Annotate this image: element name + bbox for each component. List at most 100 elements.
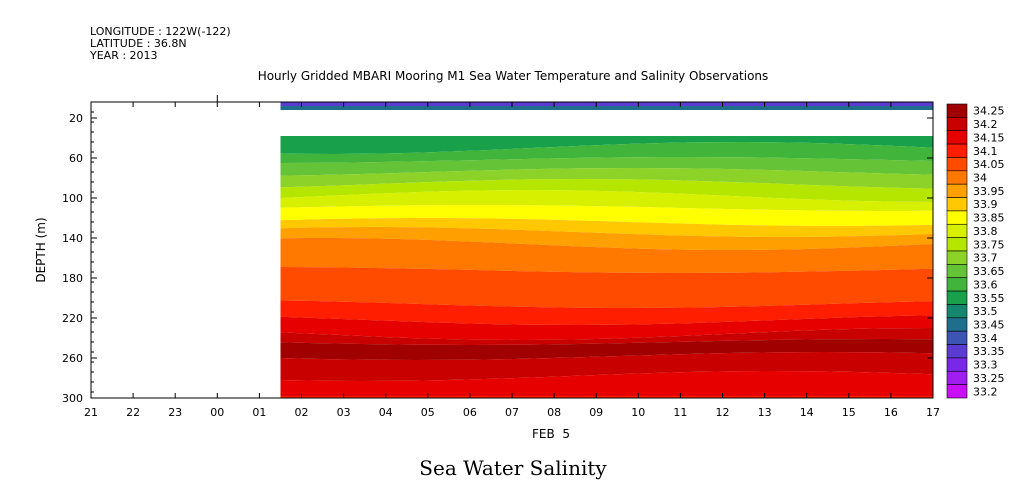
colorbar-label: 33.85: [973, 212, 1005, 225]
x-tick-label: 02: [295, 406, 309, 419]
colorbar-label: 33.65: [973, 265, 1005, 278]
y-tick-label: 60: [69, 152, 83, 165]
colorbar-label: 33.5: [973, 305, 998, 318]
salinity-band: [280, 179, 933, 202]
colorbar-swatch: [946, 237, 968, 252]
y-tick-label: 100: [62, 192, 83, 205]
y-tick-label: 300: [62, 392, 83, 405]
x-tick-label: 11: [673, 406, 687, 419]
salinity-band: [280, 136, 933, 154]
y-tick-label: 180: [62, 272, 83, 285]
colorbar-swatch: [946, 277, 968, 292]
colorbar-swatch: [946, 330, 968, 345]
x-axis-label: FEB 5: [532, 427, 570, 441]
colorbar-label: 34.1: [973, 145, 998, 158]
x-tick-label: 21: [84, 406, 98, 419]
salinity-band: [280, 300, 933, 325]
x-tick-label: 07: [505, 406, 519, 419]
colorbar-label: 34.2: [973, 118, 998, 131]
colorbar-swatch: [946, 264, 968, 279]
x-tick-label: 05: [421, 406, 435, 419]
colorbar-label: 33.9: [973, 198, 998, 211]
salinity-band: [280, 205, 933, 226]
colorbar-label: 33.8: [973, 225, 998, 238]
colorbar-label: 33.4: [973, 332, 998, 345]
x-tick-label: 14: [800, 406, 814, 419]
colorbar-label: 33.35: [973, 345, 1005, 358]
colorbar-swatch: [946, 210, 968, 225]
salinity-band: [280, 352, 933, 381]
colorbar-swatch: [946, 117, 968, 132]
salinity-band: [280, 102, 933, 106]
colorbar-label: 34.25: [973, 105, 1005, 118]
colorbar-swatch: [946, 317, 968, 332]
salinity-band: [280, 238, 933, 273]
chart-footer: Sea Water Salinity: [419, 456, 607, 480]
colorbar-legend: 34.2534.234.1534.134.053433.9533.933.853…: [946, 103, 1005, 399]
colorbar-label: 33.75: [973, 238, 1005, 251]
x-tick-label: 04: [379, 406, 393, 419]
colorbar-label: 33.45: [973, 319, 1005, 332]
colorbar-label: 33.25: [973, 372, 1005, 385]
colorbar-swatch: [946, 183, 968, 198]
salinity-band: [280, 328, 933, 345]
y-tick-label: 140: [62, 232, 83, 245]
colorbar-label: 33.95: [973, 185, 1005, 198]
salinity-band: [280, 371, 933, 396]
x-tick-label: 13: [758, 406, 772, 419]
x-tick-label: 09: [589, 406, 603, 419]
colorbar-swatch: [946, 370, 968, 385]
x-tick-label: 16: [884, 406, 898, 419]
axes: 21 22 23 00 01 02 03 04 05 06 07 08 09 10 11 12 13 14 15 16…: [62, 95, 940, 419]
colorbar-swatch: [946, 170, 968, 185]
x-tick-label: 15: [842, 406, 856, 419]
y-tick-label: 220: [62, 312, 83, 325]
colorbar-swatch: [946, 304, 968, 319]
x-tick-label: 10: [631, 406, 645, 419]
colorbar-swatch: [946, 157, 968, 172]
colorbar-swatch: [946, 250, 968, 265]
salinity-band: [280, 315, 933, 340]
x-tick-label: 22: [126, 406, 140, 419]
y-axis-label: DEPTH (m): [34, 217, 48, 282]
x-tick-label: 00: [210, 406, 224, 419]
colorbar-label: 33.3: [973, 359, 998, 372]
salinity-band: [280, 168, 933, 189]
x-tick-label: 08: [547, 406, 561, 419]
x-tick-label: 06: [463, 406, 477, 419]
salinity-band: [280, 190, 933, 211]
x-tick-label: 17: [926, 406, 940, 419]
colorbar-swatch: [946, 197, 968, 212]
colorbar-label: 34.05: [973, 158, 1005, 171]
salinity-band: [280, 267, 933, 308]
colorbar-label: 33.55: [973, 292, 1005, 305]
colorbar-swatch: [946, 130, 968, 145]
salinity-band: [280, 106, 933, 110]
x-tick-label: 01: [252, 406, 266, 419]
colorbar-swatch: [946, 223, 968, 238]
y-tick-label: 20: [69, 112, 83, 125]
colorbar-label: 33.2: [973, 385, 998, 398]
colorbar-label: 33.7: [973, 252, 998, 265]
salinity-band: [280, 227, 933, 250]
colorbar-label: 34.15: [973, 131, 1005, 144]
x-tick-label: 12: [716, 406, 730, 419]
y-tick-label: 260: [62, 352, 83, 365]
year-label: YEAR : 2013: [89, 49, 158, 62]
colorbar-swatch: [946, 290, 968, 305]
x-tick-label: 23: [168, 406, 182, 419]
chart-title: Hourly Gridded MBARI Mooring M1 Sea Wate…: [258, 69, 769, 83]
salinity-band: [280, 339, 933, 360]
colorbar-swatch: [946, 143, 968, 158]
colorbar-swatch: [946, 344, 968, 359]
latitude-label: LATITUDE : 36.8N: [90, 37, 187, 50]
longitude-label: LONGITUDE : 122W(-122): [90, 25, 231, 38]
salinity-band: [280, 218, 933, 237]
x-tick-label: 03: [337, 406, 351, 419]
colorbar-swatch: [946, 384, 968, 399]
plot-area: [280, 102, 933, 398]
colorbar-label: 33.6: [973, 278, 998, 291]
colorbar-label: 34: [973, 172, 987, 185]
salinity-band: [280, 157, 933, 176]
